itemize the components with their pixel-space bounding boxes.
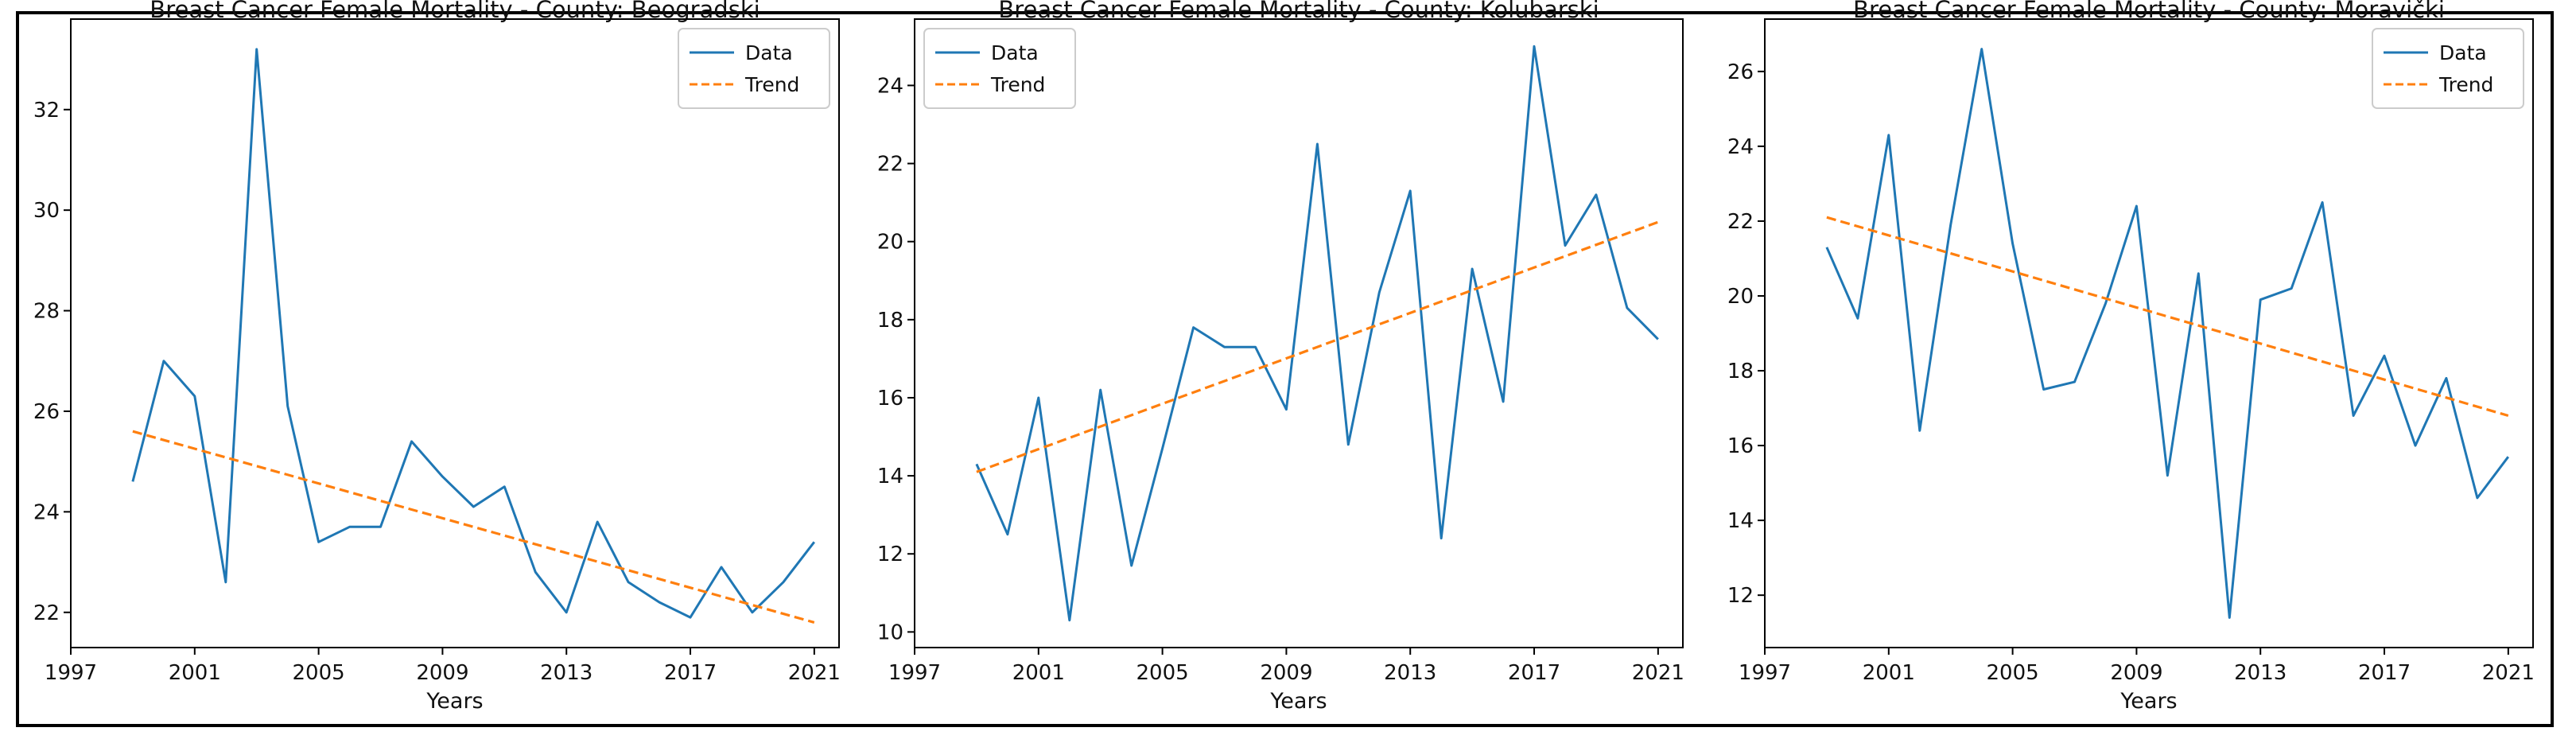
y-tick-label: 16: [1727, 434, 1754, 458]
legend-entry-label: Trend: [744, 73, 799, 96]
x-tick-label: 2021: [2482, 661, 2535, 685]
trend-line: [976, 220, 1659, 473]
legend-box: [923, 28, 1076, 109]
figure-frame: [16, 11, 2554, 727]
legend: Data Trend: [923, 28, 1076, 109]
y-tick-label: 16: [877, 387, 903, 410]
y-tick-label: 12: [877, 543, 903, 566]
legend-entry-label: Data: [2439, 41, 2487, 64]
y-tick-label: 22: [1727, 210, 1754, 234]
x-tick-label: 2017: [1508, 661, 1560, 685]
x-tick-label: 1997: [45, 661, 97, 685]
legend-entry-label: Data: [745, 41, 793, 64]
data-line: [131, 48, 815, 619]
y-tick-label: 30: [33, 199, 60, 223]
plot-area-frame: [1764, 18, 2534, 648]
y-tick-label: 26: [1727, 60, 1754, 84]
data-line: [975, 45, 1659, 622]
x-tick-label: 2005: [1987, 661, 2039, 685]
y-tick-label: 24: [877, 74, 903, 98]
x-tick-label: 2001: [1012, 661, 1065, 685]
x-tick-label: 2013: [1384, 661, 1436, 685]
x-axis-label: Years: [1269, 689, 1327, 714]
y-tick-label: 26: [33, 400, 60, 424]
y-tick-label: 22: [877, 153, 903, 177]
y-tick-label: 24: [1727, 135, 1754, 159]
x-tick-label: 2001: [1863, 661, 1915, 685]
y-tick-label: 12: [1727, 584, 1754, 608]
legend: Data Trend: [2372, 28, 2524, 109]
x-tick-label: 2005: [1136, 661, 1189, 685]
legend: Data Trend: [678, 28, 830, 109]
x-tick-label: 2009: [1260, 661, 1312, 685]
y-tick-label: 20: [877, 231, 903, 255]
plot-area-frame: [70, 18, 840, 648]
y-tick-label: 28: [33, 300, 60, 324]
legend-box: [678, 28, 830, 109]
x-tick-label: 1997: [888, 661, 941, 685]
chart-panel-2: Breast Cancer Female Mortality - County:…: [877, 0, 1684, 714]
data-line: [1825, 48, 2509, 619]
legend-entry-label: Trend: [990, 73, 1045, 96]
x-axis-label: Years: [2119, 689, 2177, 714]
y-tick-label: 18: [877, 309, 903, 333]
x-tick-label: 2017: [664, 661, 717, 685]
x-tick-label: 2001: [169, 661, 221, 685]
trend-line: [132, 430, 815, 624]
chart-panel-3: Breast Cancer Female Mortality - County:…: [1727, 0, 2535, 714]
y-tick-label: 32: [33, 99, 60, 123]
y-tick-label: 18: [1727, 360, 1754, 383]
x-tick-label: 2009: [416, 661, 468, 685]
y-tick-label: 14: [1727, 509, 1754, 533]
y-tick-label: 14: [877, 465, 903, 488]
x-tick-label: 2009: [2110, 661, 2162, 685]
y-tick-label: 20: [1727, 285, 1754, 309]
y-tick-label: 24: [33, 500, 60, 524]
x-tick-label: 2005: [293, 661, 345, 685]
x-tick-label: 2021: [1632, 661, 1684, 685]
y-tick-label: 10: [877, 621, 903, 644]
x-tick-label: 2021: [788, 661, 841, 685]
x-tick-label: 2013: [540, 661, 593, 685]
chart-panel-1: Breast Cancer Female Mortality - County:…: [33, 0, 841, 714]
x-tick-label: 2013: [2234, 661, 2287, 685]
plot-area-frame: [914, 18, 1684, 648]
legend-box: [2372, 28, 2524, 109]
x-tick-label: 2017: [2358, 661, 2411, 685]
x-tick-label: 1997: [1739, 661, 1791, 685]
legend-entry-label: Data: [991, 41, 1039, 64]
legend-entry-label: Trend: [2438, 73, 2493, 96]
trend-line: [1826, 216, 2509, 418]
y-tick-label: 22: [33, 601, 60, 625]
x-axis-label: Years: [425, 689, 483, 714]
